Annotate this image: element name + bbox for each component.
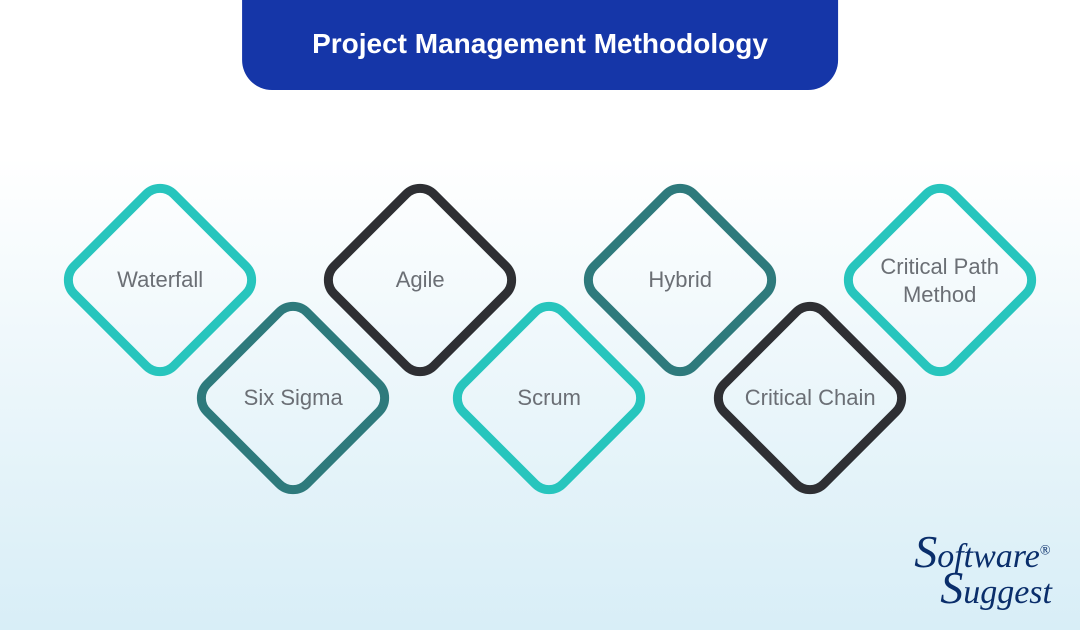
diamond-label: Critical PathMethod (874, 253, 1006, 308)
diamond-label: Critical Chain (744, 384, 876, 412)
diamond-label: Scrum (483, 384, 615, 412)
diamond-label: Six Sigma (227, 384, 359, 412)
diamond-label: Hybrid (614, 266, 746, 294)
diamond-label: Agile (354, 266, 486, 294)
brand-logo: Software® Suggest (914, 532, 1052, 612)
logo-s2: S (940, 562, 963, 613)
logo-s1: S (914, 526, 937, 577)
title-banner: Project Management Methodology (242, 0, 838, 90)
diamond-label: Waterfall (94, 266, 226, 294)
logo-rest2: uggest (963, 574, 1052, 611)
logo-registered: ® (1040, 544, 1051, 559)
title-text: Project Management Methodology (312, 28, 768, 59)
